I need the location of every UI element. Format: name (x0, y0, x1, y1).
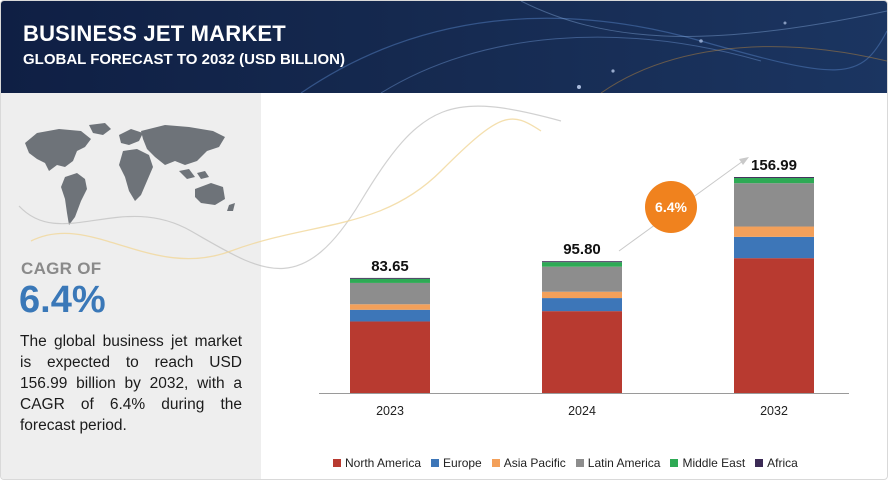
legend-swatch (491, 459, 500, 467)
bar-segment (734, 236, 814, 259)
bar-segment (542, 261, 622, 263)
header-banner: BUSINESS JET MARKET GLOBAL FORECAST TO 2… (1, 1, 887, 93)
legend-item: Middle East (670, 456, 745, 470)
cagr-bubble (645, 181, 697, 233)
legend-swatch (575, 459, 584, 467)
bar-total-label: 95.80 (563, 241, 601, 258)
legend-label: Europe (443, 456, 482, 470)
x-tick-label: 2032 (760, 404, 788, 418)
bar-segment (542, 262, 622, 267)
legend-swatch (670, 459, 679, 467)
growth-arrowhead (739, 157, 749, 165)
legend-swatch (755, 459, 764, 467)
bar-segment (542, 266, 622, 292)
cagr-value: 6.4% (19, 279, 106, 321)
bar-segment (734, 177, 814, 178)
bar-segment (542, 291, 622, 299)
legend-label: Africa (767, 456, 798, 470)
legend-item: Latin America (575, 456, 661, 470)
bar-segment (350, 321, 430, 393)
bar-segment (542, 311, 622, 393)
legend-label: Middle East (682, 456, 746, 470)
legend-item: Europe (431, 456, 482, 470)
bar-segment (350, 278, 430, 283)
bar-segment (734, 177, 814, 184)
x-tick-label: 2023 (376, 404, 404, 418)
bar-segment (734, 183, 814, 227)
legend-label: Latin America (587, 456, 661, 470)
legend-item: Asia Pacific (491, 456, 566, 470)
chart-legend: North America Europe Asia Pacific Latin Ame… (333, 456, 798, 470)
legend-item: North America (333, 456, 421, 470)
bar-segment (350, 282, 430, 305)
legend-label: North America (345, 456, 422, 470)
cagr-bubble-label: 6.4% (655, 199, 687, 215)
world-map-icon (25, 123, 235, 225)
bar-segment (734, 226, 814, 237)
bar-segment (542, 298, 622, 312)
bar-total-label: 83.65 (371, 258, 409, 275)
bar-segment (350, 304, 430, 310)
legend-label: Asia Pacific (503, 456, 566, 470)
bar-total-label: 156.99 (751, 157, 797, 174)
page-title: BUSINESS JET MARKET (23, 21, 286, 46)
page-subtitle: GLOBAL FORECAST TO 2032 (USD BILLION) (23, 51, 345, 68)
bar-segment (350, 309, 430, 322)
legend-swatch (431, 459, 440, 467)
cagr-label: CAGR OF (21, 259, 102, 278)
bar-segment (734, 258, 814, 393)
header-decoration (300, 1, 887, 93)
legend-item: Africa (755, 456, 798, 470)
legend-swatch (333, 459, 341, 467)
x-tick-label: 2024 (568, 404, 596, 418)
bar-segment (350, 277, 430, 279)
market-description: The global business jet market is expect… (20, 333, 242, 434)
decorative-curves (18, 105, 562, 270)
